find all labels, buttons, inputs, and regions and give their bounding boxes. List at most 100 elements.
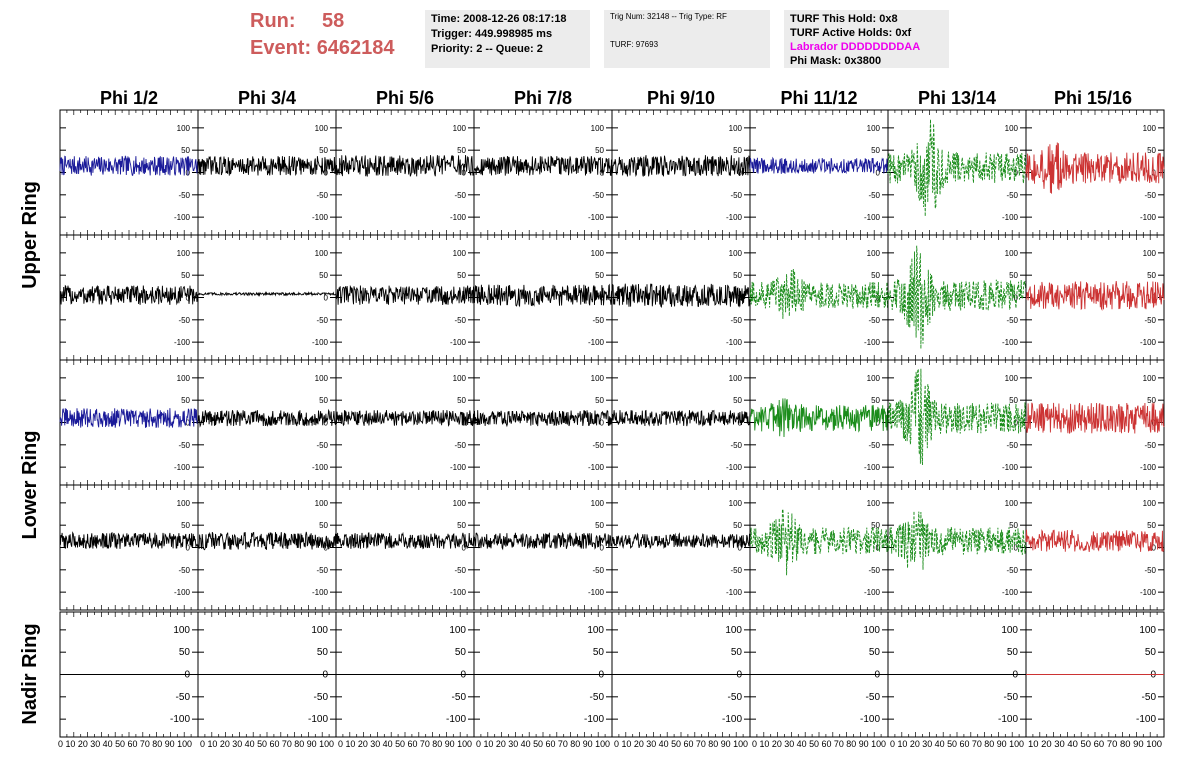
- waveform-trace: [59, 531, 199, 550]
- waveform-trace: [473, 155, 613, 177]
- phi-header-7: Phi 13/14: [917, 88, 997, 108]
- y-tick-label: 0: [186, 294, 191, 303]
- y-tick-label: -50: [1142, 692, 1157, 703]
- x-tick-labels: 0 10 20 30 40 50 60 70 80 90 100: [338, 739, 472, 750]
- y-tick-label: 50: [319, 271, 328, 280]
- y-tick-label: -100: [1140, 213, 1157, 222]
- y-tick-label: -100: [588, 463, 605, 472]
- waveform-trace: [197, 291, 337, 297]
- y-tick-label: 100: [453, 124, 467, 133]
- y-tick-label: 100: [1143, 499, 1157, 508]
- y-tick-label: 0: [876, 169, 881, 178]
- x-tick-labels: 0 10 20 30 40 50 60 70 80 90 100: [476, 739, 610, 750]
- y-tick-label: -100: [446, 714, 466, 725]
- y-tick-label: 50: [457, 396, 466, 405]
- y-tick-label: -100: [722, 714, 742, 725]
- waveform-trace: [335, 410, 475, 427]
- y-tick-label: -100: [1002, 213, 1019, 222]
- y-tick-label: 50: [319, 521, 328, 530]
- waveform-trace: [1025, 529, 1165, 552]
- y-tick-label: -50: [1144, 191, 1156, 200]
- y-tick-label: -100: [450, 588, 467, 597]
- y-tick-label: 100: [1001, 625, 1018, 636]
- y-tick-label: 0: [736, 670, 742, 681]
- y-tick-label: -100: [312, 213, 329, 222]
- y-tick-label: -50: [316, 566, 328, 575]
- y-tick-label: 0: [324, 544, 329, 553]
- y-tick-label: 100: [591, 249, 605, 258]
- y-tick-label: 50: [595, 396, 604, 405]
- trigger-info-box: Trig Num: 32148 -- Trig Type: RF TURF: 9…: [604, 10, 770, 68]
- time-info-box: Time: 2008-12-26 08:17:18 Trigger: 449.9…: [425, 10, 590, 68]
- y-tick-label: -100: [450, 463, 467, 472]
- y-tick-label: 50: [1009, 396, 1018, 405]
- y-tick-label: 0: [324, 294, 329, 303]
- y-tick-label: -50: [1144, 566, 1156, 575]
- y-tick-label: 0: [462, 419, 467, 428]
- y-tick-label: 0: [1152, 544, 1157, 553]
- y-tick-label: 100: [1143, 249, 1157, 258]
- y-tick-label: -100: [450, 338, 467, 347]
- run-event-box: Run: 58 Event: 6462184: [250, 8, 415, 68]
- y-tick-label: 0: [600, 294, 605, 303]
- run-value: 58: [322, 10, 345, 32]
- y-tick-label: -50: [592, 566, 604, 575]
- y-tick-label: 100: [1143, 124, 1157, 133]
- y-tick-label: -100: [864, 463, 881, 472]
- phi-mask-text: Phi Mask: 0x3800: [790, 55, 882, 67]
- y-tick-label: -50: [1144, 441, 1156, 450]
- y-tick-label: 50: [595, 146, 604, 155]
- y-tick-label: 50: [871, 271, 880, 280]
- y-tick-label: 50: [869, 647, 881, 658]
- y-tick-label: -100: [174, 463, 191, 472]
- y-tick-label: 100: [729, 249, 743, 258]
- trig-num-type-text: Trig Num: 32148 -- Trig Type: RF: [610, 12, 727, 21]
- y-tick-label: 50: [457, 271, 466, 280]
- y-tick-label: 100: [867, 499, 881, 508]
- y-tick-label: 0: [1152, 169, 1157, 178]
- phi-header-4: Phi 7/8: [513, 88, 573, 108]
- y-tick-label: -100: [864, 588, 881, 597]
- y-tick-label: -100: [584, 714, 604, 725]
- y-tick-label: -50: [176, 692, 191, 703]
- turf-info-box: TURF This Hold: 0x8 TURF Active Holds: 0…: [784, 10, 949, 68]
- y-tick-label: 100: [315, 499, 329, 508]
- y-tick-label: -100: [998, 714, 1018, 725]
- waveform-trace: [1025, 280, 1165, 312]
- waveform-trace: [611, 532, 751, 550]
- waveform-trace: [611, 283, 751, 309]
- y-tick-label: 100: [729, 374, 743, 383]
- y-tick-label: 50: [871, 396, 880, 405]
- y-tick-label: 100: [453, 499, 467, 508]
- y-tick-label: -50: [454, 566, 466, 575]
- y-tick-label: -50: [454, 316, 466, 325]
- y-tick-label: -50: [868, 566, 880, 575]
- y-tick-label: 100: [1005, 124, 1019, 133]
- y-tick-label: 50: [1009, 521, 1018, 530]
- y-tick-label: 100: [1143, 374, 1157, 383]
- waveform-trace: [887, 119, 1027, 217]
- labrador-text: Labrador DDDDDDDDAA: [790, 41, 921, 53]
- y-tick-label: 100: [725, 625, 742, 636]
- y-tick-label: 50: [595, 271, 604, 280]
- phi-header-3: Phi 5/6: [375, 88, 435, 108]
- y-tick-label: 50: [181, 146, 190, 155]
- y-tick-label: 50: [733, 521, 742, 530]
- y-tick-label: 100: [173, 625, 190, 636]
- y-tick-label: 50: [319, 146, 328, 155]
- y-tick-label: 50: [731, 647, 743, 658]
- waveform-trace: [1025, 142, 1165, 194]
- y-tick-label: -100: [1136, 714, 1156, 725]
- y-tick-label: 100: [867, 249, 881, 258]
- y-tick-label: -50: [728, 692, 743, 703]
- y-tick-label: 50: [179, 647, 191, 658]
- turf-number-text: TURF: 97693: [610, 40, 659, 49]
- y-tick-label: -100: [1140, 588, 1157, 597]
- y-tick-label: 50: [871, 521, 880, 530]
- x-tick-labels: 0 10 20 30 40 50 60 70 80 90 100: [890, 739, 1024, 750]
- y-tick-label: -100: [1002, 463, 1019, 472]
- y-tick-label: -100: [726, 588, 743, 597]
- y-tick-label: 100: [453, 249, 467, 258]
- y-tick-label: 0: [1014, 419, 1019, 428]
- y-tick-label: -50: [1006, 316, 1018, 325]
